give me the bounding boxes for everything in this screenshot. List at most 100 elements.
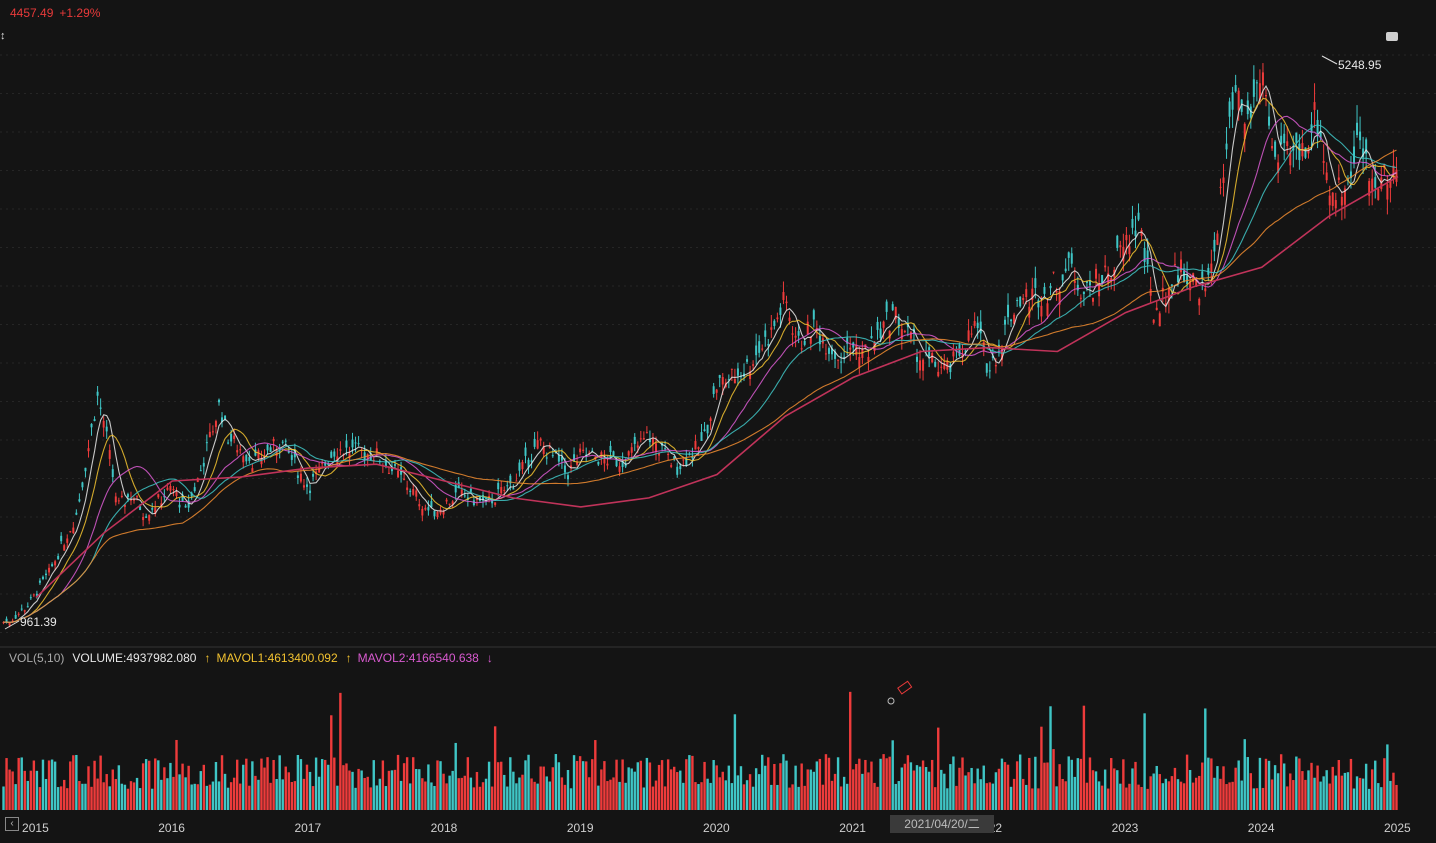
candle-body bbox=[1164, 303, 1167, 306]
volume-bar bbox=[20, 757, 23, 810]
volume-bar bbox=[988, 782, 992, 810]
volume-bar bbox=[754, 768, 758, 810]
candle-body bbox=[667, 453, 670, 456]
volume-bar bbox=[141, 763, 145, 810]
volume-bar bbox=[1155, 765, 1158, 810]
candle-body bbox=[397, 470, 400, 478]
candle-body bbox=[797, 331, 800, 336]
candle-body bbox=[615, 458, 618, 467]
candle-body bbox=[145, 516, 148, 518]
resize-icon[interactable]: ↕ bbox=[0, 30, 6, 42]
mavol1-value: MAVOL1:4613400.092 bbox=[216, 651, 338, 665]
volume-bar bbox=[727, 765, 731, 810]
volume-bar bbox=[830, 780, 834, 810]
volume-bar bbox=[1158, 774, 1161, 810]
volume-bar bbox=[624, 782, 627, 810]
volume-bar bbox=[1091, 770, 1095, 810]
candle-body bbox=[642, 437, 645, 440]
volume-bar bbox=[69, 761, 72, 810]
volume-bar bbox=[852, 769, 855, 810]
candle-body bbox=[1007, 304, 1010, 318]
volume-bar bbox=[99, 755, 102, 810]
volume-bar bbox=[1125, 787, 1128, 810]
volume-bar bbox=[557, 762, 561, 810]
volume-bar bbox=[1364, 763, 1368, 810]
candle-body bbox=[1098, 283, 1101, 297]
candle-body bbox=[1386, 184, 1389, 200]
candle-body bbox=[1231, 92, 1234, 110]
volume-bar bbox=[1222, 766, 1225, 810]
volume-bar bbox=[542, 766, 545, 810]
volume-bar bbox=[885, 758, 888, 810]
candle-body bbox=[1222, 177, 1225, 184]
volume-bar bbox=[1301, 771, 1304, 810]
candle-body bbox=[272, 438, 275, 442]
ma20-line bbox=[3, 115, 1397, 623]
volume-bar bbox=[245, 758, 248, 810]
volume-bar bbox=[1389, 780, 1392, 810]
volume-bar bbox=[709, 782, 712, 810]
candle-body bbox=[1295, 132, 1298, 143]
candle-body bbox=[169, 485, 172, 491]
candle-body bbox=[1340, 196, 1343, 206]
volume-bar bbox=[578, 756, 582, 810]
candle-body bbox=[1189, 281, 1192, 291]
candle-body bbox=[985, 363, 988, 373]
volume-bar bbox=[682, 782, 685, 810]
marker-icon[interactable] bbox=[887, 697, 895, 705]
candle-body bbox=[1140, 229, 1143, 236]
pencil-icon[interactable] bbox=[897, 680, 913, 695]
candle-body bbox=[166, 487, 169, 490]
candle-body bbox=[412, 489, 415, 495]
volume-bar bbox=[336, 785, 339, 810]
volume-bar bbox=[302, 778, 306, 810]
volume-bar bbox=[1225, 784, 1228, 810]
candle-body bbox=[536, 440, 539, 449]
candle-body bbox=[931, 353, 934, 363]
volume-bar bbox=[1064, 781, 1067, 810]
grid bbox=[0, 54, 1436, 633]
volume-bar bbox=[390, 770, 394, 810]
candle-body bbox=[1304, 147, 1307, 158]
volume-bar bbox=[1082, 705, 1086, 810]
volume-bar bbox=[997, 768, 1001, 810]
volume-bar bbox=[1149, 776, 1152, 810]
candle-body bbox=[943, 363, 946, 369]
volume-arrow: ↑ bbox=[204, 651, 211, 665]
volume-bar bbox=[1073, 776, 1076, 810]
candle-body bbox=[257, 450, 260, 459]
volume-bar bbox=[1034, 756, 1037, 810]
volume-bar bbox=[366, 776, 369, 810]
volume-bar bbox=[1179, 781, 1183, 810]
candle-body bbox=[1079, 297, 1082, 299]
volume-bar bbox=[1240, 780, 1243, 810]
candle-body bbox=[278, 450, 281, 452]
volume-bar bbox=[788, 787, 791, 810]
volume-bar bbox=[812, 771, 816, 810]
volume-bar bbox=[1152, 773, 1155, 810]
volume-bar bbox=[493, 726, 497, 810]
settings-icon[interactable] bbox=[1386, 32, 1398, 41]
candle-body bbox=[843, 356, 846, 358]
candle-body bbox=[245, 454, 248, 462]
volume-bar bbox=[1146, 788, 1149, 810]
volume-bar bbox=[208, 784, 212, 810]
candle-body bbox=[512, 488, 515, 490]
candle-body bbox=[84, 467, 87, 472]
candle-body bbox=[93, 419, 96, 422]
candle-body bbox=[1243, 123, 1246, 140]
volume-bar bbox=[1182, 783, 1186, 810]
volume-bar bbox=[135, 777, 139, 810]
volume-bar bbox=[909, 762, 913, 810]
volume-bar bbox=[41, 759, 45, 810]
candle-body bbox=[746, 359, 749, 362]
volume-bar bbox=[612, 777, 615, 810]
candle-body bbox=[51, 564, 54, 566]
candle-body bbox=[190, 492, 193, 497]
candle-body bbox=[266, 444, 269, 451]
candle-body bbox=[682, 459, 685, 461]
volume-bar bbox=[1352, 788, 1356, 810]
volume-bar bbox=[1289, 773, 1292, 810]
candle-body bbox=[1225, 143, 1228, 150]
collapse-icon[interactable]: ‹ bbox=[5, 817, 19, 831]
